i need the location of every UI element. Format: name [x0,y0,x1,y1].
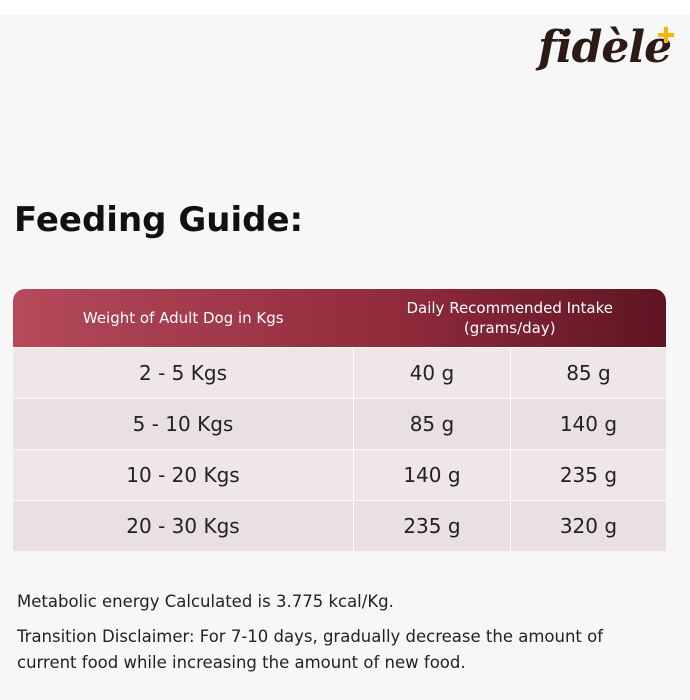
logo: fidèle [538,22,672,73]
table-cell: 235 g [509,449,666,501]
table-cell: 2 - 5 Kgs [139,361,227,385]
table-row: 20 - 30 Kgs 235 g 320 g [13,500,666,551]
table-cell: 10 - 20 Kgs [126,463,240,487]
table-cell: 40 g [353,347,511,399]
title: Feeding Guide: [14,200,304,240]
header-cell: Daily Recommended Intake (grams/day) [406,299,613,337]
table-cell: 5 - 10 Kgs [132,412,234,436]
feeding-table: Weight of Adult Dog in Kgs Daily Recomme… [13,289,666,551]
table-cell: 140 g [353,449,511,501]
table-cell: 85 g [353,398,511,450]
table-row: 10 - 20 Kgs 140 g 235 g [13,449,666,501]
table-cell: 85 g [509,347,666,399]
note: Metabolic energy Calculated is 3.775 kca… [17,592,394,611]
note: Transition Disclaimer: For 7-10 days, gr… [17,627,604,672]
table-header: Weight of Adult Dog in Kgs Daily Recomme… [13,289,666,348]
top-bar [0,0,690,15]
table-cell: 20 - 30 Kgs [126,514,240,538]
table-row: 5 - 10 Kgs 85 g 140 g [13,398,666,450]
logo-plus [658,27,674,43]
table-cell: 320 g [509,500,666,551]
table-cell: 235 g [353,500,511,551]
table-cell: 140 g [509,398,666,450]
header-cell: Weight of Adult Dog in Kgs [82,309,284,327]
table-row: 2 - 5 Kgs 40 g 85 g [13,347,666,399]
header-row: Weight of Adult Dog in Kgs Daily Recomme… [13,289,666,348]
